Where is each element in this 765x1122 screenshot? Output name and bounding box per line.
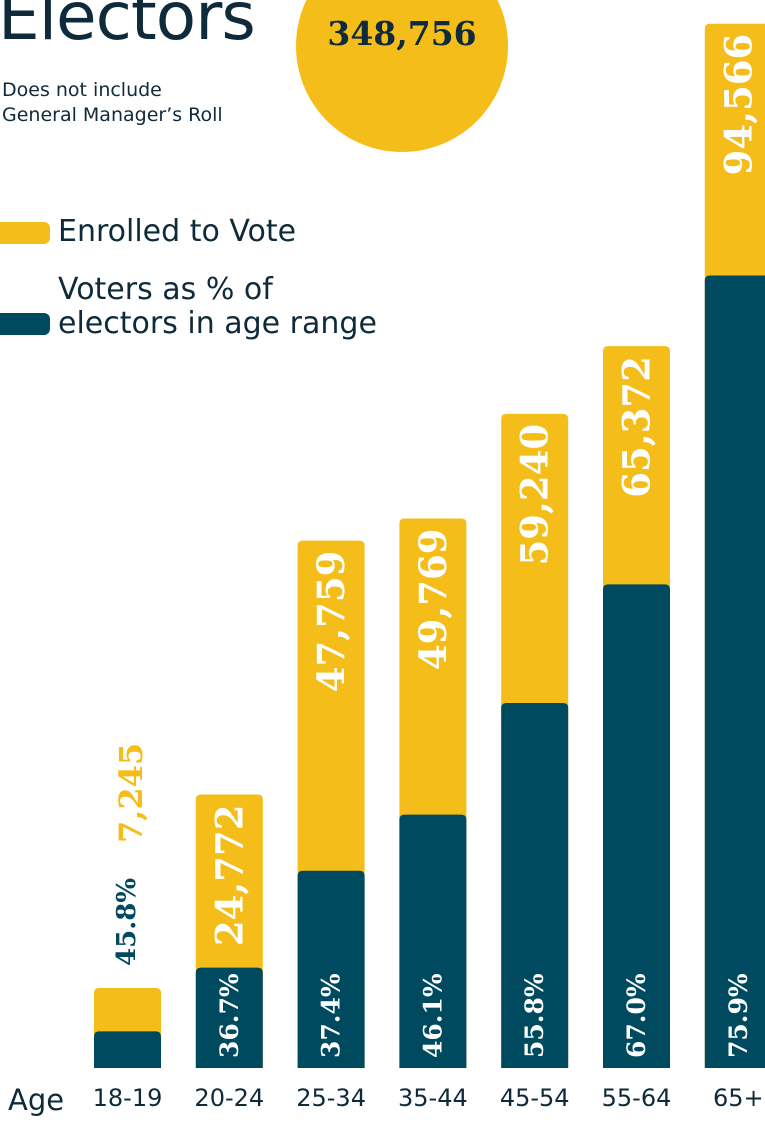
bar-voters-35-44 <box>399 814 467 1068</box>
bar-voters-55-64 <box>603 584 670 1068</box>
data-label-enrolled-55-64: 65,372 <box>615 356 659 498</box>
bar-voters-25-34 <box>297 870 365 1068</box>
x-tick-label-65+: 65+ <box>713 1084 764 1112</box>
legend-label-voters-line-1: Voters as % of <box>58 272 273 307</box>
x-tick-label-45-54: 45-54 <box>500 1084 570 1112</box>
data-label-voters-55-64: 67.0% <box>622 973 651 1058</box>
legend-swatch-enrolled <box>0 222 50 244</box>
legend-label-enrolled: Enrolled to Vote <box>58 214 297 249</box>
data-label-voters-65+: 75.9% <box>724 973 753 1058</box>
bar-voters-20-24 <box>195 967 263 1068</box>
data-label-enrolled-65+: 94,566 <box>716 34 760 176</box>
x-tick-label-25-34: 25-34 <box>296 1084 366 1112</box>
data-label-enrolled-45-54: 59,240 <box>513 424 557 566</box>
data-label-enrolled-20-24: 24,772 <box>207 804 251 946</box>
data-label-voters-35-44: 46.1% <box>418 973 447 1058</box>
subtitle-line-2: General Manager’s Roll <box>2 104 223 126</box>
bar-voters-65+ <box>704 275 765 1068</box>
x-tick-label-35-44: 35-44 <box>398 1084 468 1112</box>
x-tick-label-20-24: 20-24 <box>194 1084 264 1112</box>
bar-voters-45-54 <box>501 702 569 1068</box>
x-axis-title: Age <box>8 1083 64 1117</box>
data-label-enrolled-35-44: 49,769 <box>411 528 455 670</box>
legend-label-voters-line-2: electors in age range <box>58 306 377 341</box>
subtitle: Does not include General Manager’s Roll <box>2 78 223 128</box>
bar-voters-18-19 <box>94 1031 161 1068</box>
page-title: Electors <box>0 0 256 55</box>
data-label-voters-25-34: 37.4% <box>317 973 346 1058</box>
data-label-voters-20-24: 36.7% <box>215 973 244 1058</box>
data-label-enrolled-18-19: 7,245 <box>112 743 150 843</box>
x-tick-label-55-64: 55-64 <box>602 1084 672 1112</box>
subtitle-line-1: Does not include <box>2 79 162 101</box>
data-label-voters-18-19: 45.8% <box>112 878 142 966</box>
total-electors-value: 348,756 <box>327 14 477 53</box>
x-tick-label-18-19: 18-19 <box>93 1084 163 1112</box>
legend-swatch-voters <box>0 313 50 335</box>
data-label-voters-45-54: 55.8% <box>520 973 549 1058</box>
data-label-enrolled-25-34: 47,759 <box>309 551 353 693</box>
